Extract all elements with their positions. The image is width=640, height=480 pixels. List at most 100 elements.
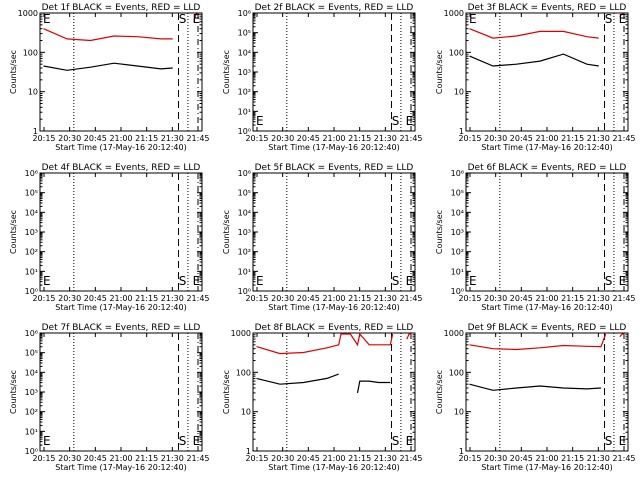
- event-marker-e: E: [469, 12, 477, 26]
- y-tick-label: 10⁴: [25, 208, 38, 217]
- y-axis-label: Counts/sec: [435, 370, 444, 414]
- x-tick-label: 20:45: [84, 454, 107, 463]
- series-events-line: [469, 53, 599, 67]
- x-tick-label: 20:15: [245, 134, 268, 143]
- x-tick-label: 20:30: [484, 454, 507, 463]
- y-tick-label: 1000: [444, 329, 464, 338]
- x-tick-label: 21:45: [186, 294, 209, 303]
- y-tick-label: 10¹: [238, 107, 251, 116]
- y-tick-label: 10²: [25, 248, 38, 257]
- event-marker-e: E: [193, 434, 201, 448]
- x-tick-label: 20:45: [297, 294, 320, 303]
- x-tick-label: 20:45: [84, 294, 107, 303]
- y-tick-label: 1000: [18, 9, 38, 18]
- event-marker-e: E: [406, 274, 414, 288]
- y-tick-label: 100: [449, 48, 464, 57]
- event-marker-s: S: [605, 434, 613, 448]
- x-tick-label: 20:15: [245, 294, 268, 303]
- panel-title: Det 6f BLACK = Events, RED = LLD: [468, 163, 627, 173]
- x-tick-label: 20:15: [32, 454, 55, 463]
- x-tick-label: 20:30: [58, 294, 81, 303]
- x-axis-label: Start Time (17-May-16 20:12:40): [55, 463, 186, 472]
- panel-title: Det 7f BLACK = Events, RED = LLD: [42, 323, 201, 333]
- x-tick-label: 21:00: [322, 454, 345, 463]
- y-tick-label: 10²: [238, 248, 251, 257]
- y-axis-label: Counts/sec: [435, 210, 444, 254]
- y-tick-label: 10: [454, 88, 464, 97]
- x-tick-label: 20:15: [458, 294, 481, 303]
- x-tick-label: 21:00: [322, 134, 345, 143]
- x-tick-label: 20:15: [458, 454, 481, 463]
- x-tick-label: 20:30: [58, 454, 81, 463]
- y-tick-label: 10⁵: [25, 189, 38, 198]
- y-tick-label: 10³: [238, 68, 251, 77]
- x-tick-label: 21:15: [348, 294, 371, 303]
- panel-det-5: Det 5f BLACK = Events, RED = LLD 20:15 20:…: [222, 163, 423, 312]
- y-tick-label: 10⁶: [451, 169, 464, 178]
- panel-title: Det 8f BLACK = Events, RED = LLD: [255, 323, 414, 333]
- x-tick-label: 21:30: [587, 134, 610, 143]
- x-tick-label: 21:30: [374, 294, 397, 303]
- y-tick-label: 1: [459, 127, 464, 136]
- x-tick-label: 20:15: [32, 294, 55, 303]
- y-axis-label: Counts/sec: [222, 210, 231, 254]
- y-tick-label: 10⁴: [25, 368, 38, 377]
- x-tick-label: 21:15: [135, 454, 158, 463]
- y-tick-label: 10¹: [25, 427, 38, 436]
- series-lld-line: [43, 13, 199, 42]
- y-axis-label: Counts/sec: [9, 50, 18, 94]
- x-axis-label: Start Time (17-May-16 20:12:40): [55, 143, 186, 152]
- y-tick-label: 10⁵: [238, 189, 251, 198]
- x-tick-label: 21:00: [535, 134, 558, 143]
- y-tick-label: 100: [23, 48, 38, 57]
- x-tick-label: 20:45: [510, 294, 533, 303]
- event-marker-e: E: [256, 114, 264, 128]
- x-tick-label: 21:00: [535, 454, 558, 463]
- x-axis-label: Start Time (17-May-16 20:12:40): [268, 303, 399, 312]
- panel-title: Det 2f BLACK = Events, RED = LLD: [255, 3, 414, 13]
- x-tick-label: 21:45: [612, 134, 635, 143]
- x-tick-label: 21:45: [186, 454, 209, 463]
- x-tick-label: 21:15: [135, 134, 158, 143]
- y-tick-label: 10³: [25, 228, 38, 237]
- y-tick-label: 10⁴: [451, 208, 464, 217]
- y-tick-label: 10⁰: [25, 447, 38, 456]
- y-tick-label: 10: [454, 408, 464, 417]
- y-tick-label: 10⁰: [451, 287, 464, 296]
- x-tick-label: 21:15: [561, 134, 584, 143]
- panel-title: Det 5f BLACK = Events, RED = LLD: [255, 163, 414, 173]
- x-tick-label: 21:30: [161, 294, 184, 303]
- y-tick-label: 10⁰: [238, 287, 251, 296]
- x-tick-label: 20:30: [484, 134, 507, 143]
- event-marker-e: E: [619, 12, 627, 26]
- event-marker-e: E: [619, 434, 627, 448]
- x-tick-label: 21:00: [109, 454, 132, 463]
- panel-title: Det 3f BLACK = Events, RED = LLD: [468, 3, 627, 13]
- series-events-line: [469, 383, 602, 391]
- y-tick-label: 10⁶: [25, 169, 38, 178]
- y-tick-label: 10⁵: [451, 189, 464, 198]
- x-tick-label: 21:15: [348, 454, 371, 463]
- y-tick-label: 10⁶: [25, 329, 38, 338]
- x-tick-label: 20:30: [271, 454, 294, 463]
- x-tick-label: 21:30: [587, 294, 610, 303]
- y-tick-label: 100: [236, 368, 251, 377]
- y-tick-label: 10¹: [238, 267, 251, 276]
- y-tick-label: 10⁵: [238, 29, 251, 38]
- y-tick-label: 1000: [231, 329, 251, 338]
- event-marker-e: E: [256, 274, 264, 288]
- x-tick-label: 20:15: [458, 134, 481, 143]
- x-tick-label: 20:45: [84, 134, 107, 143]
- y-axis-label: Counts/sec: [222, 50, 231, 94]
- x-tick-label: 21:15: [348, 134, 371, 143]
- y-tick-label: 10⁶: [238, 169, 251, 178]
- x-tick-label: 20:45: [510, 134, 533, 143]
- y-tick-label: 10²: [25, 408, 38, 417]
- y-tick-label: 10²: [238, 88, 251, 97]
- event-marker-e: E: [193, 12, 201, 26]
- y-tick-label: 1000: [444, 9, 464, 18]
- event-marker-e: E: [43, 12, 51, 26]
- y-tick-label: 10⁵: [25, 349, 38, 358]
